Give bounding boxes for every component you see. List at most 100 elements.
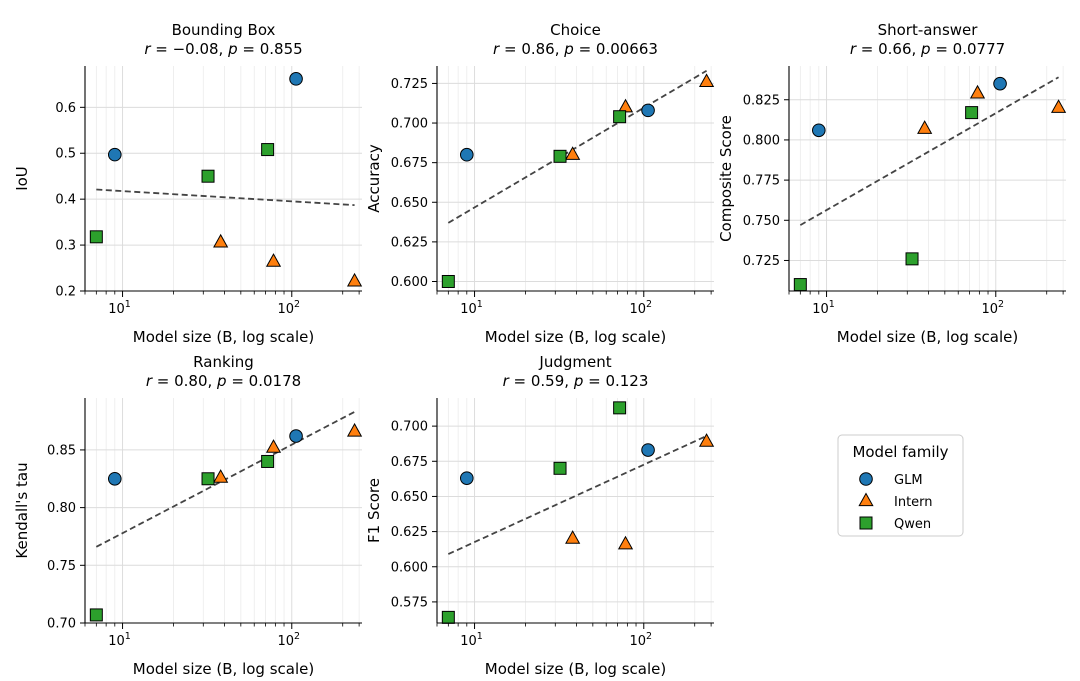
point-qwen (441, 274, 455, 288)
panel-stats: r = 0.66, p = 0.0777 (850, 40, 1005, 58)
point-qwen (793, 278, 807, 292)
y-tick-label: 0.80 (47, 501, 76, 516)
point-intern (969, 84, 986, 99)
panel-judgment: 0.575 0.600 0.625 0.650 0.675 0.700 101 102 Mode… (365, 353, 715, 678)
x-axis-title: Model size (B, log scale) (133, 660, 314, 678)
y-tick-label: 0.600 (391, 275, 428, 290)
y-tick-label: 0.675 (391, 156, 428, 171)
point-intern (1050, 99, 1067, 113)
panel-title: Judgment (538, 353, 611, 371)
x-axis-title: Model size (B, log scale) (133, 328, 314, 346)
legend-title: Model family (852, 443, 948, 461)
fit-line (447, 69, 708, 224)
y-axis-title: Kendall's tau (13, 462, 31, 558)
point-qwen (553, 461, 567, 475)
x-tick-label: 102 (981, 299, 1004, 317)
point-qwen (261, 143, 275, 157)
legend-label-intern: Intern (894, 495, 933, 510)
point-qwen (553, 149, 567, 163)
y-tick-label: 0.6 (55, 101, 76, 116)
point-intern (213, 233, 229, 248)
x-tick-label: 101 (460, 299, 483, 317)
point-intern (617, 535, 634, 550)
point-intern (565, 146, 581, 160)
y-tick-label: 0.85 (47, 443, 76, 458)
point-intern (565, 530, 581, 544)
panel-stats: r = 0.59, p = 0.123 (503, 372, 649, 390)
panel-stats: r = −0.08, p = 0.855 (144, 40, 302, 58)
x-tick-label: 101 (460, 631, 483, 649)
panel-title: Short-answer (878, 21, 979, 39)
y-tick-label: 0.75 (47, 559, 76, 574)
x-axis-title: Model size (B, log scale) (837, 328, 1018, 346)
point-glm (107, 147, 122, 162)
legend-marker-glm (859, 472, 873, 486)
y-tick-label: 0.775 (743, 174, 780, 189)
point-glm (107, 471, 122, 486)
y-tick-label: 0.725 (743, 254, 780, 269)
panel-title: Ranking (193, 353, 254, 371)
y-axis-title: Accuracy (365, 144, 383, 213)
y-tick-label: 0.725 (391, 77, 428, 92)
legend-label-glm: GLM (894, 473, 923, 488)
point-qwen (89, 608, 103, 622)
legend-box (837, 434, 964, 537)
point-qwen (441, 610, 455, 624)
x-tick-label: 101 (812, 299, 835, 317)
point-qwen (905, 252, 919, 266)
point-intern (265, 439, 282, 453)
y-tick-label: 0.650 (391, 196, 428, 211)
panel-ranking: 0.70 0.75 0.80 0.85 101 102 Model size (B, log… (13, 353, 363, 678)
point-glm (289, 72, 303, 86)
y-tick-label: 0.700 (391, 420, 428, 435)
y-axis-title: F1 Score (365, 478, 383, 543)
point-qwen (201, 169, 215, 183)
point-qwen (965, 106, 979, 120)
y-tick-label: 0.70 (47, 617, 76, 632)
x-tick-label: 102 (629, 631, 652, 649)
fit-line (447, 435, 707, 555)
y-tick-label: 0.2 (55, 285, 76, 300)
point-glm (993, 76, 1007, 91)
legend-marker-qwen (859, 516, 873, 530)
panel-title: Bounding Box (172, 21, 276, 39)
y-tick-label: 0.675 (391, 455, 428, 470)
x-axis-title: Model size (B, log scale) (485, 660, 666, 678)
y-tick-label: 0.5 (55, 147, 76, 162)
point-intern (265, 253, 282, 267)
y-tick-label: 0.700 (391, 117, 428, 132)
point-qwen (613, 110, 627, 124)
legend-label-qwen: Qwen (894, 517, 931, 532)
fit-line (96, 188, 355, 207)
x-tick-label: 101 (108, 631, 131, 649)
point-qwen (261, 454, 275, 468)
point-intern (698, 433, 715, 447)
point-glm (289, 429, 303, 443)
panel-short-answer: 0.725 0.750 0.775 0.800 0.825 101 102 Model siz… (717, 21, 1067, 346)
point-qwen (89, 230, 103, 244)
point-glm (641, 443, 655, 457)
y-tick-label: 0.825 (743, 93, 780, 108)
point-glm (460, 471, 474, 485)
point-qwen (613, 401, 627, 415)
legend: Model family GLM Intern Qwen (837, 434, 964, 537)
point-glm (460, 147, 474, 162)
y-tick-label: 0.625 (391, 525, 428, 540)
y-tick-label: 0.600 (391, 560, 428, 575)
point-intern (346, 272, 363, 287)
y-tick-label: 0.650 (391, 490, 428, 505)
point-qwen (201, 472, 215, 486)
x-axis-title: Model size (B, log scale) (485, 328, 666, 346)
point-intern (617, 98, 634, 113)
point-glm (812, 123, 826, 138)
y-tick-label: 0.800 (743, 133, 780, 148)
x-tick-label: 101 (108, 299, 131, 317)
panel-stats: r = 0.80, p = 0.0178 (146, 372, 301, 390)
point-intern (698, 73, 715, 87)
y-tick-label: 0.625 (391, 235, 428, 250)
panel-bounding-box: 0.2 0.3 0.4 0.5 0.6 101 102 Model size (B, log … (13, 21, 363, 346)
point-intern (346, 422, 363, 437)
x-tick-label: 102 (629, 299, 652, 317)
y-tick-label: 0.3 (55, 239, 76, 254)
